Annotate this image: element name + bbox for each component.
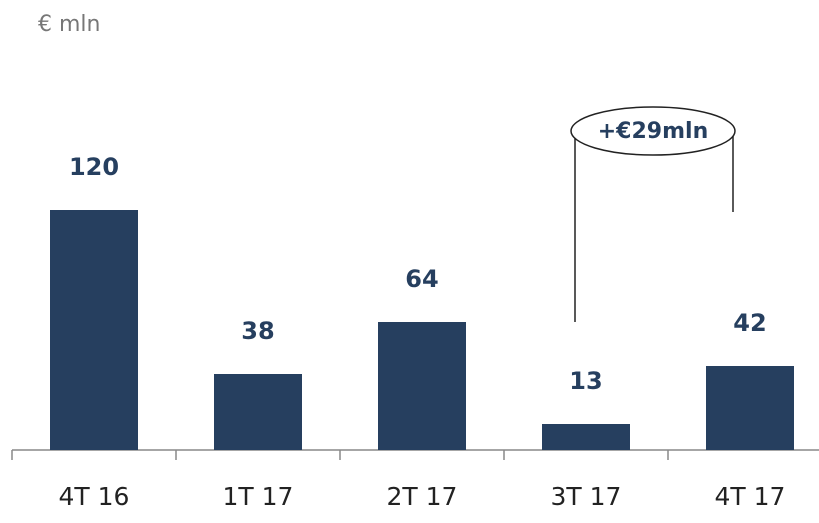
unit-label: € mln: [38, 12, 100, 37]
x-tick-label: 3T 17: [551, 482, 622, 511]
bar: [50, 210, 138, 450]
x-tick-label: 2T 17: [387, 482, 458, 511]
annotation-text: +€29mln: [598, 119, 708, 144]
bar: [378, 322, 466, 450]
x-tick-label: 1T 17: [223, 482, 294, 511]
annotation-bubble: [570, 106, 736, 156]
value-label: 42: [733, 309, 766, 337]
x-tick-label: 4T 16: [59, 482, 130, 511]
bar: [214, 374, 302, 450]
value-label: 38: [241, 317, 274, 345]
value-label: 13: [569, 367, 602, 395]
value-label: 64: [405, 265, 438, 293]
x-tick-label: 4T 17: [715, 482, 786, 511]
bar: [706, 366, 794, 450]
value-label: 120: [69, 153, 119, 181]
bar: [542, 424, 630, 450]
